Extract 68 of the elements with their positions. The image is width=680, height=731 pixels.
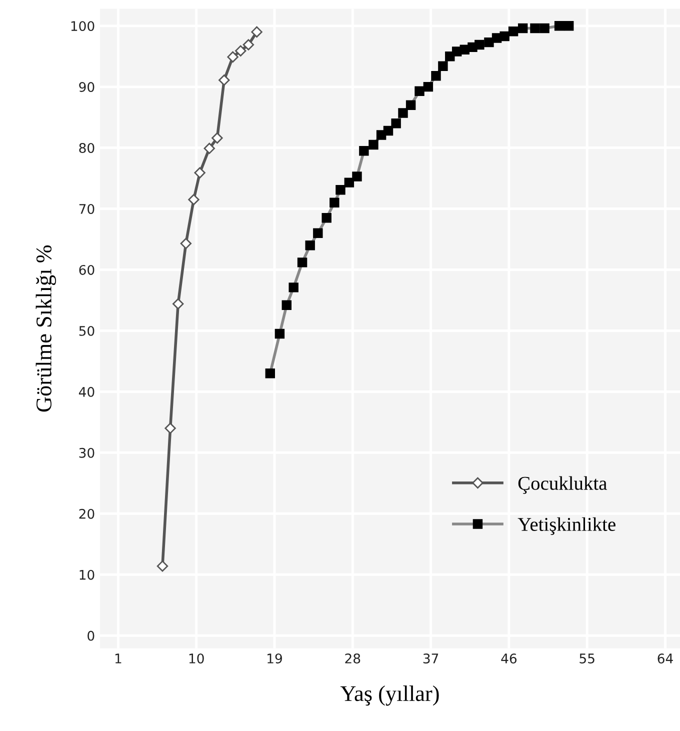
point <box>518 23 528 34</box>
x-tick-label: 37 <box>423 653 438 664</box>
point <box>235 45 246 56</box>
point <box>204 142 215 154</box>
y-tick-label: 50 <box>79 326 94 336</box>
point <box>508 26 518 36</box>
legend-label: Yetişkinlikte <box>518 517 616 535</box>
y-tick-label: 20 <box>79 508 94 519</box>
point <box>474 40 484 50</box>
point <box>180 238 192 250</box>
y-tick-label: 10 <box>80 570 94 580</box>
point <box>554 20 564 31</box>
x-tick-label: 10 <box>189 653 204 664</box>
point <box>242 39 254 50</box>
point <box>172 298 184 310</box>
point <box>383 126 394 136</box>
x-tick-label: 46 <box>501 653 517 664</box>
point <box>282 300 292 310</box>
point <box>438 61 448 71</box>
point <box>313 228 323 238</box>
x-tick-label: 28 <box>345 653 360 664</box>
point <box>336 185 346 195</box>
x-tick-label: 19 <box>268 653 282 664</box>
y-tick-label: 0 <box>88 630 94 641</box>
point <box>164 422 176 434</box>
x-axis-title: Yaş (yıllar) <box>340 685 439 706</box>
point <box>398 108 408 118</box>
x-tick-label: 1 <box>115 654 122 664</box>
point <box>359 146 369 156</box>
point <box>305 240 315 250</box>
point <box>414 86 424 96</box>
y-axis-title: Görülme Sıklığı % <box>36 245 56 412</box>
x-tick-label: 64 <box>658 653 673 664</box>
y-tick-label: 100 <box>71 21 94 32</box>
y-tick-label: 30 <box>79 448 94 458</box>
point <box>344 178 354 188</box>
point <box>484 37 494 48</box>
point <box>352 172 362 182</box>
y-tick-label: 70 <box>79 204 94 214</box>
legend-label: Çocuklukta <box>518 476 607 494</box>
y-tick-label: 40 <box>78 386 94 397</box>
point <box>156 560 168 572</box>
y-tick-label: 80 <box>79 143 94 153</box>
y-tick-label: 60 <box>79 264 94 275</box>
point <box>194 167 206 178</box>
point <box>288 282 298 292</box>
point <box>251 26 262 38</box>
point <box>212 132 223 144</box>
point <box>188 194 200 206</box>
point <box>500 31 510 42</box>
point <box>564 20 574 31</box>
point <box>274 328 285 339</box>
point <box>391 118 401 128</box>
point <box>406 100 416 110</box>
point <box>330 198 340 208</box>
point <box>452 46 462 56</box>
y-tick-label: 90 <box>79 82 94 92</box>
point <box>423 82 434 92</box>
point <box>540 23 550 34</box>
x-tick-label: 55 <box>580 654 594 664</box>
point <box>431 70 441 81</box>
point <box>265 368 276 378</box>
point <box>368 140 378 150</box>
point <box>218 74 230 86</box>
point <box>297 258 308 268</box>
point <box>530 23 540 34</box>
point <box>227 51 238 63</box>
point <box>322 213 332 223</box>
